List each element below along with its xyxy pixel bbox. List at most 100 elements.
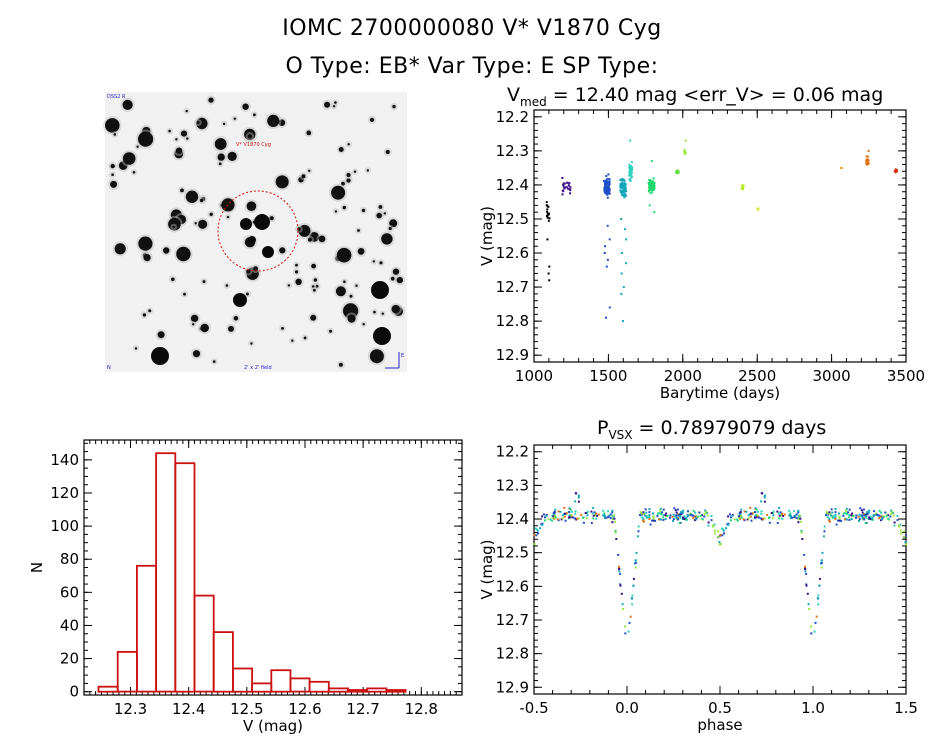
phased-point [554,514,557,517]
phased-point [694,511,697,514]
lightcurve-point [676,169,679,172]
phased-point [618,567,621,570]
phased-point [830,514,832,517]
lightcurve-point [607,185,610,188]
phased-point [611,509,614,512]
lightcurve-point [608,192,611,195]
phased-point [664,518,667,520]
x-tick-label: -0.5 [519,699,548,717]
phased-point [584,512,587,514]
bright-star [262,246,274,258]
phased-point [541,515,544,518]
lightcurve-point [561,193,564,196]
y-tick-label: 12.4 [496,510,529,528]
phased-point [624,632,627,635]
lightcurve-point [604,245,606,248]
phased-point [617,553,620,556]
lightcurve-point [866,162,869,165]
phased-point [754,516,756,519]
phased-point [570,514,573,517]
bright-star [371,281,389,299]
phased-point [662,508,665,511]
phased-point [835,523,838,526]
lightcurve-point [606,191,608,194]
star [343,303,359,319]
target-circle [217,190,299,272]
phased-point [791,516,794,519]
phased-point [721,534,724,537]
lightcurve-point [620,292,623,295]
phased-point [776,522,779,524]
lightcurve-plot: 1000 1500 2000 2500 3000 3500 12.2 12.3 12.4 12.5… [478,108,925,402]
phased-point [873,510,875,513]
star [332,105,336,108]
phased-point [747,517,750,520]
phased-point [798,514,801,517]
phased-point [683,516,686,519]
star [157,331,165,339]
star [246,269,251,274]
lightcurve-point [621,191,624,193]
lightcurve-point [567,187,570,190]
star [185,109,188,113]
star [281,327,284,330]
phased-point [692,514,695,517]
phased-point [772,514,775,517]
x-tick-label: 12.8 [405,700,438,718]
star [110,163,115,169]
phased-point [820,562,823,564]
phased-point [648,515,651,518]
lightcurve-point [675,171,678,174]
lightcurve-point [619,179,622,182]
lightcurve-point [620,193,623,196]
lightcurve-point [652,181,654,184]
lightcurve-point [623,181,626,184]
phased-point [859,515,862,518]
phased-point [692,517,695,520]
phased-point [889,512,892,515]
phased-point [701,518,704,520]
phased-point [862,508,865,511]
phased-point [713,523,716,526]
phased-point [714,532,716,535]
phased-point [878,509,881,512]
lightcurve-point [606,224,609,227]
star [247,134,253,139]
phased-point [687,510,689,513]
phased-point [662,514,665,516]
plot-frame [83,439,463,696]
star [306,130,312,136]
phased-point [903,530,905,533]
phased-point [582,516,584,519]
phased-point [880,519,882,522]
star [311,263,316,269]
phased-point [904,541,907,544]
star [303,336,307,340]
phased-point [866,510,869,513]
star [253,266,258,271]
y-tick-label: 12.3 [496,476,529,494]
phased-point [593,511,596,514]
phased-point [611,521,614,524]
phased-point [659,509,661,512]
lightcurve-point [622,194,625,197]
y-tick-label: 12.6 [496,244,529,262]
phased-point [669,514,672,517]
lightcurve-point [622,286,625,289]
phased-point [768,516,770,519]
phased-point [832,515,835,518]
lightcurve-point [867,149,870,152]
phased-point [677,518,680,521]
phased-point [632,577,635,580]
phased-point [561,517,564,520]
phased-point [847,511,849,514]
lightcurve-point [652,187,655,190]
phased-point [795,517,798,520]
phased-point [751,512,754,515]
phased-point [834,508,837,510]
phased-point [713,529,716,532]
phased-point [719,543,721,546]
lightcurve-point [608,178,611,181]
phased-point [642,511,645,514]
star [275,175,289,189]
